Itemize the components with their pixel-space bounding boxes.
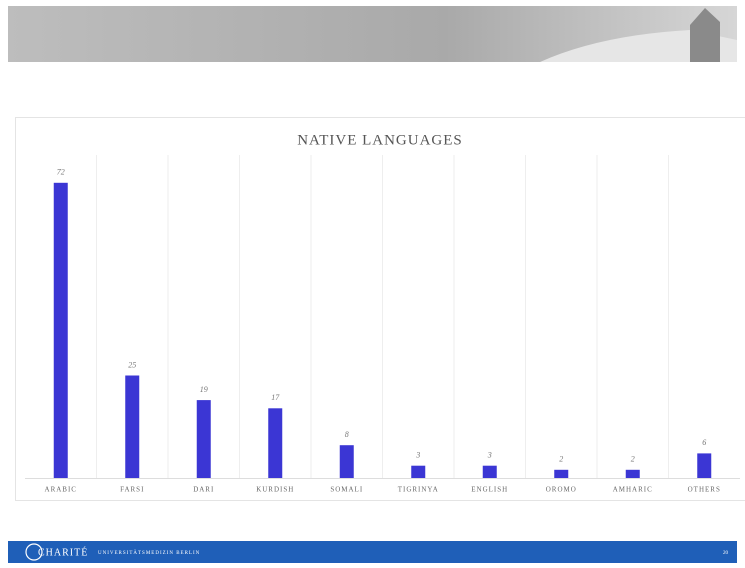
bar	[697, 453, 711, 478]
page-number: 20	[723, 551, 729, 556]
footer-logo: CHARITÉ	[38, 546, 88, 558]
x-tick-label: TIGRINYA	[398, 486, 439, 494]
data-label: 6	[702, 438, 706, 447]
x-tick-label: OROMO	[546, 486, 577, 494]
x-tick-label: ARABIC	[45, 486, 77, 494]
bar	[626, 470, 640, 478]
bar	[554, 470, 568, 478]
bar	[340, 445, 354, 478]
bar	[483, 466, 497, 478]
bar	[411, 466, 425, 478]
data-label: 72	[57, 168, 65, 177]
data-label: 17	[271, 393, 280, 402]
chart-title: NATIVE LANGUAGES	[297, 132, 463, 148]
chart-frame	[16, 118, 745, 501]
x-tick-label: FARSI	[120, 486, 144, 494]
bar	[268, 408, 282, 478]
bar	[125, 376, 139, 479]
x-tick-label: OTHERS	[688, 486, 721, 494]
x-tick-label: ENGLISH	[471, 486, 508, 494]
footer-institution: UNIVERSITÄTSMEDIZIN BERLIN	[98, 550, 200, 556]
bar	[54, 183, 68, 478]
x-tick-label: AMHARIC	[613, 486, 653, 494]
data-label: 25	[128, 360, 136, 369]
bar	[197, 400, 211, 478]
x-tick-label: DARI	[193, 486, 214, 494]
x-tick-label: KURDISH	[256, 486, 294, 494]
data-label: 8	[345, 430, 349, 439]
data-label: 2	[631, 455, 635, 464]
data-label: 2	[559, 455, 563, 464]
x-tick-label: SOMALI	[330, 486, 363, 494]
data-label: 3	[415, 451, 420, 460]
data-label: 19	[200, 385, 208, 394]
data-label: 3	[487, 451, 492, 460]
